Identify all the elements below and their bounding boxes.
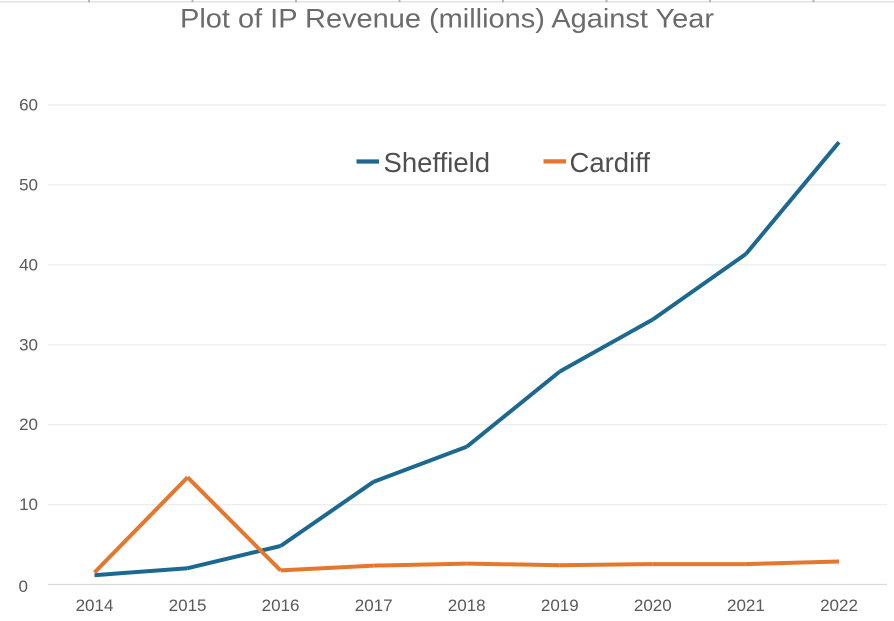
svg-text:2019: 2019 [541, 596, 579, 615]
svg-text:Plot of IP Revenue (millions): Plot of IP Revenue (millions) Against Ye… [180, 4, 714, 34]
svg-text:2015: 2015 [169, 596, 207, 615]
svg-text:2021: 2021 [727, 596, 765, 615]
svg-text:2017: 2017 [355, 596, 393, 615]
svg-text:2018: 2018 [448, 596, 486, 615]
svg-text:Sheffield: Sheffield [384, 147, 491, 178]
svg-text:2022: 2022 [820, 596, 858, 615]
svg-text:30: 30 [19, 335, 38, 354]
svg-text:40: 40 [19, 255, 38, 274]
svg-text:20: 20 [19, 415, 38, 434]
svg-text:60: 60 [19, 96, 38, 115]
svg-text:50: 50 [19, 176, 38, 195]
svg-text:Cardiff: Cardiff [570, 147, 651, 178]
svg-text:2020: 2020 [634, 596, 672, 615]
svg-text:2016: 2016 [262, 596, 300, 615]
svg-text:2014: 2014 [76, 596, 114, 615]
svg-text:0: 0 [19, 577, 28, 596]
svg-text:10: 10 [19, 495, 38, 514]
